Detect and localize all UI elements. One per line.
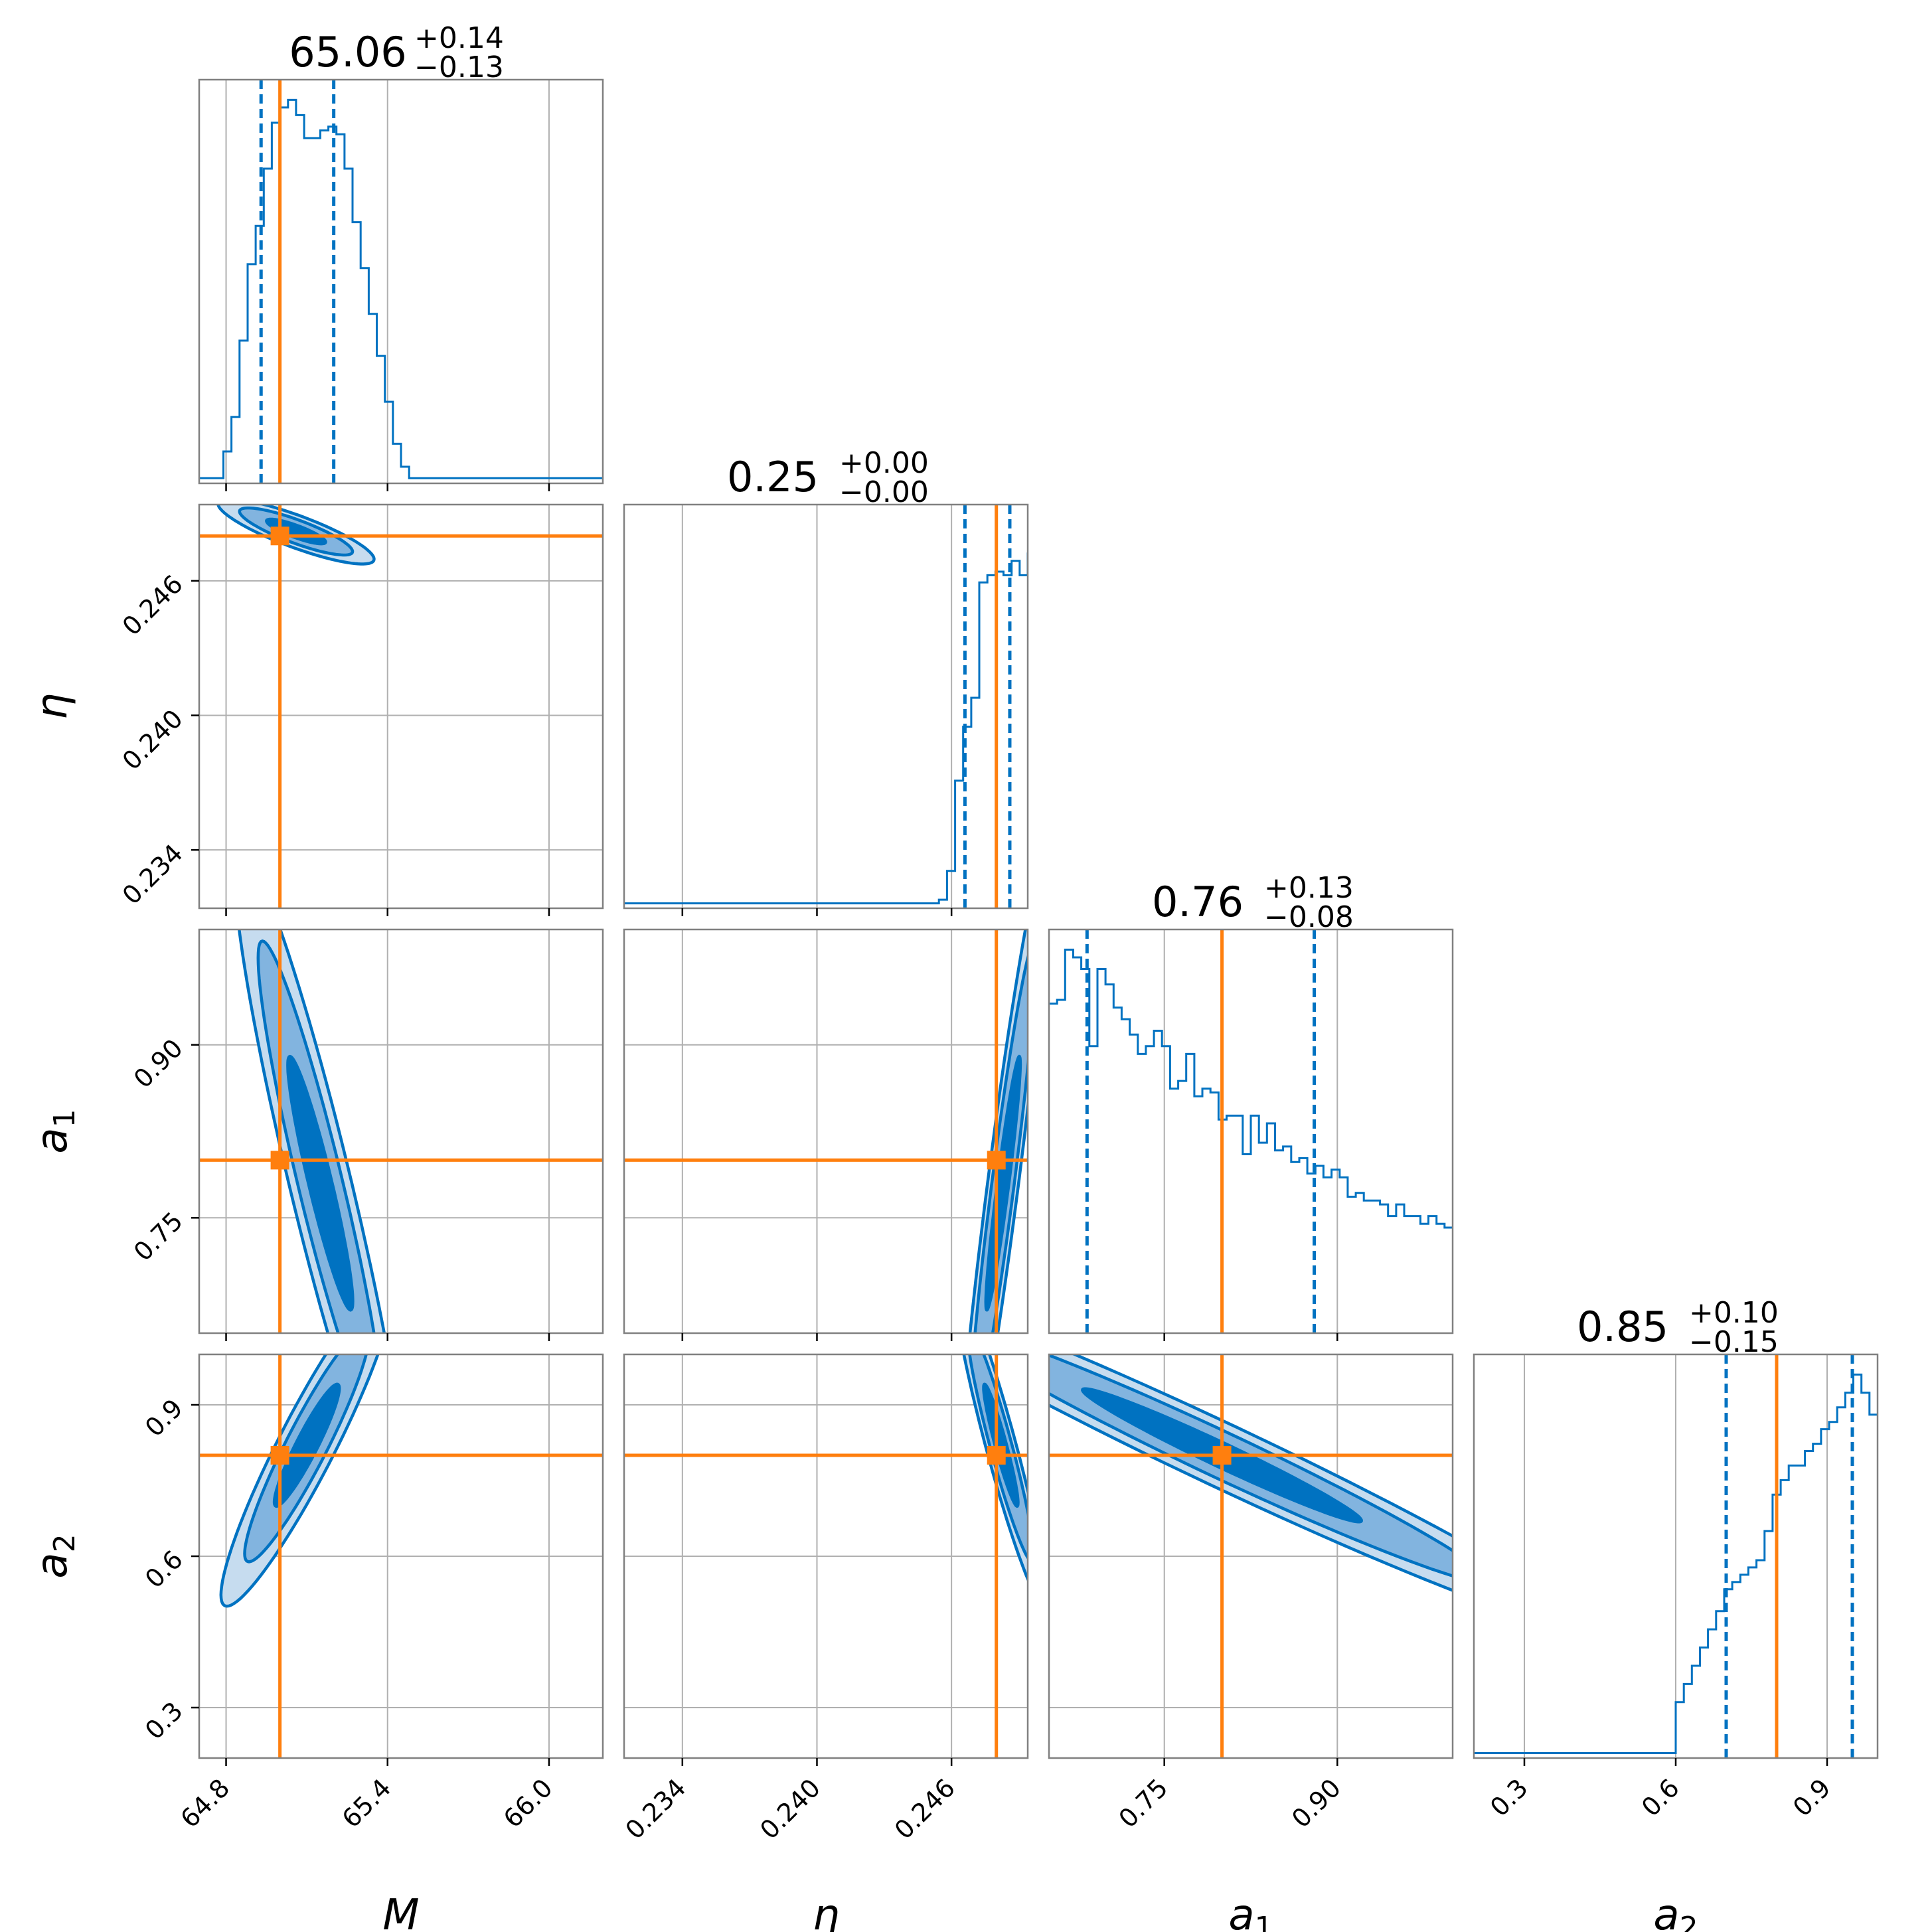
y-tick-label: 0.6	[139, 1545, 189, 1594]
contour-panel-M-a1	[191, 928, 604, 1341]
y-tick-label: 0.234	[117, 839, 189, 910]
y-axis-label-a1: a1	[28, 1109, 82, 1153]
panel-frame	[623, 928, 1029, 1334]
x-axis-label-subscript: 2	[1680, 1911, 1698, 1932]
panel-frame	[1048, 1353, 1454, 1759]
x-tick-label: 0.246	[889, 1773, 961, 1845]
truth-marker	[270, 526, 289, 546]
y-axis-label-a2: a2	[28, 1534, 82, 1578]
title-lower-error: −0.08	[1264, 900, 1354, 934]
truth-marker	[1212, 1446, 1232, 1465]
panel-frame	[1048, 928, 1454, 1334]
title-lower-error: −0.13	[414, 50, 504, 84]
y-tick-label: 0.90	[128, 1033, 189, 1093]
title-upper-error: +0.10	[1689, 1296, 1779, 1330]
x-axis-label-M: M	[382, 1891, 419, 1932]
y-tick-label: 0.246	[117, 570, 189, 641]
contour-level	[984, 1054, 1022, 1312]
y-axis-label-subscript: 1	[48, 1109, 82, 1127]
contour-group	[968, 929, 1028, 1333]
hist-title-M: 65.06	[289, 28, 407, 76]
x-axis-label-a1: a1	[1228, 1891, 1273, 1932]
y-tick-label: 0.9	[139, 1394, 189, 1443]
contour-panel-M-eta	[191, 503, 604, 916]
truth-marker	[270, 1151, 289, 1170]
title-upper-error: +0.00	[839, 446, 929, 480]
hist-panel-a1	[1048, 928, 1454, 1341]
x-axis-label-subscript: 1	[1255, 1911, 1273, 1932]
x-tick-label: 64.8	[175, 1773, 235, 1834]
hist-title-eta: 0.25	[727, 453, 819, 501]
contour-group	[219, 1354, 380, 1608]
contour-group	[237, 929, 386, 1333]
truth-marker	[987, 1151, 1006, 1170]
title-upper-error: +0.13	[1264, 871, 1354, 905]
truth-marker	[270, 1446, 289, 1465]
x-tick-label: 66.0	[498, 1773, 558, 1834]
x-tick-label: 0.90	[1286, 1773, 1346, 1834]
histogram-step	[199, 98, 603, 479]
x-tick-label: 0.9	[1787, 1773, 1836, 1822]
contour-level	[272, 1382, 341, 1508]
contour-panel-M-a2	[191, 1353, 604, 1766]
y-tick-label: 0.240	[117, 704, 189, 775]
panel-frame	[623, 1353, 1029, 1759]
hist-title-a2: 0.85	[1577, 1303, 1668, 1351]
x-tick-label: 0.240	[754, 1773, 826, 1845]
contour-group	[216, 505, 376, 566]
x-axis-label-eta: η	[813, 1891, 840, 1932]
y-tick-label: 0.3	[139, 1696, 189, 1745]
contour-level	[286, 1054, 355, 1312]
x-tick-label: 65.4	[337, 1773, 397, 1834]
panel-frame	[198, 503, 604, 910]
panel-frame	[623, 503, 1029, 910]
hist-panel-a2	[1473, 1353, 1879, 1766]
truth-marker	[987, 1446, 1006, 1465]
histogram-step	[1474, 1373, 1878, 1754]
y-tick-label: 0.75	[128, 1206, 189, 1267]
y-axis-label-subscript: 2	[48, 1534, 82, 1552]
panel-frame	[198, 928, 604, 1334]
hist-title-a1: 0.76	[1152, 878, 1244, 926]
hist-panel-M	[198, 78, 604, 491]
title-lower-error: −0.15	[1689, 1325, 1779, 1359]
x-tick-label: 0.234	[620, 1773, 692, 1845]
histogram-step	[624, 552, 1028, 905]
title-upper-error: +0.14	[414, 21, 504, 55]
title-lower-error: −0.00	[839, 475, 929, 509]
x-tick-label: 0.75	[1113, 1773, 1174, 1834]
contour-panel-a1-a2	[1048, 1353, 1454, 1766]
hist-panel-eta	[623, 503, 1029, 916]
x-tick-label: 0.6	[1636, 1773, 1685, 1822]
contour-panel-eta-a1	[623, 928, 1029, 1341]
contour-panel-eta-a2	[623, 1353, 1029, 1766]
y-axis-label-eta: η	[28, 693, 77, 720]
x-tick-label: 0.3	[1485, 1773, 1534, 1822]
x-axis-label-a2: a2	[1653, 1891, 1698, 1932]
panel-frame	[198, 78, 604, 485]
histogram-step	[1049, 948, 1453, 1229]
